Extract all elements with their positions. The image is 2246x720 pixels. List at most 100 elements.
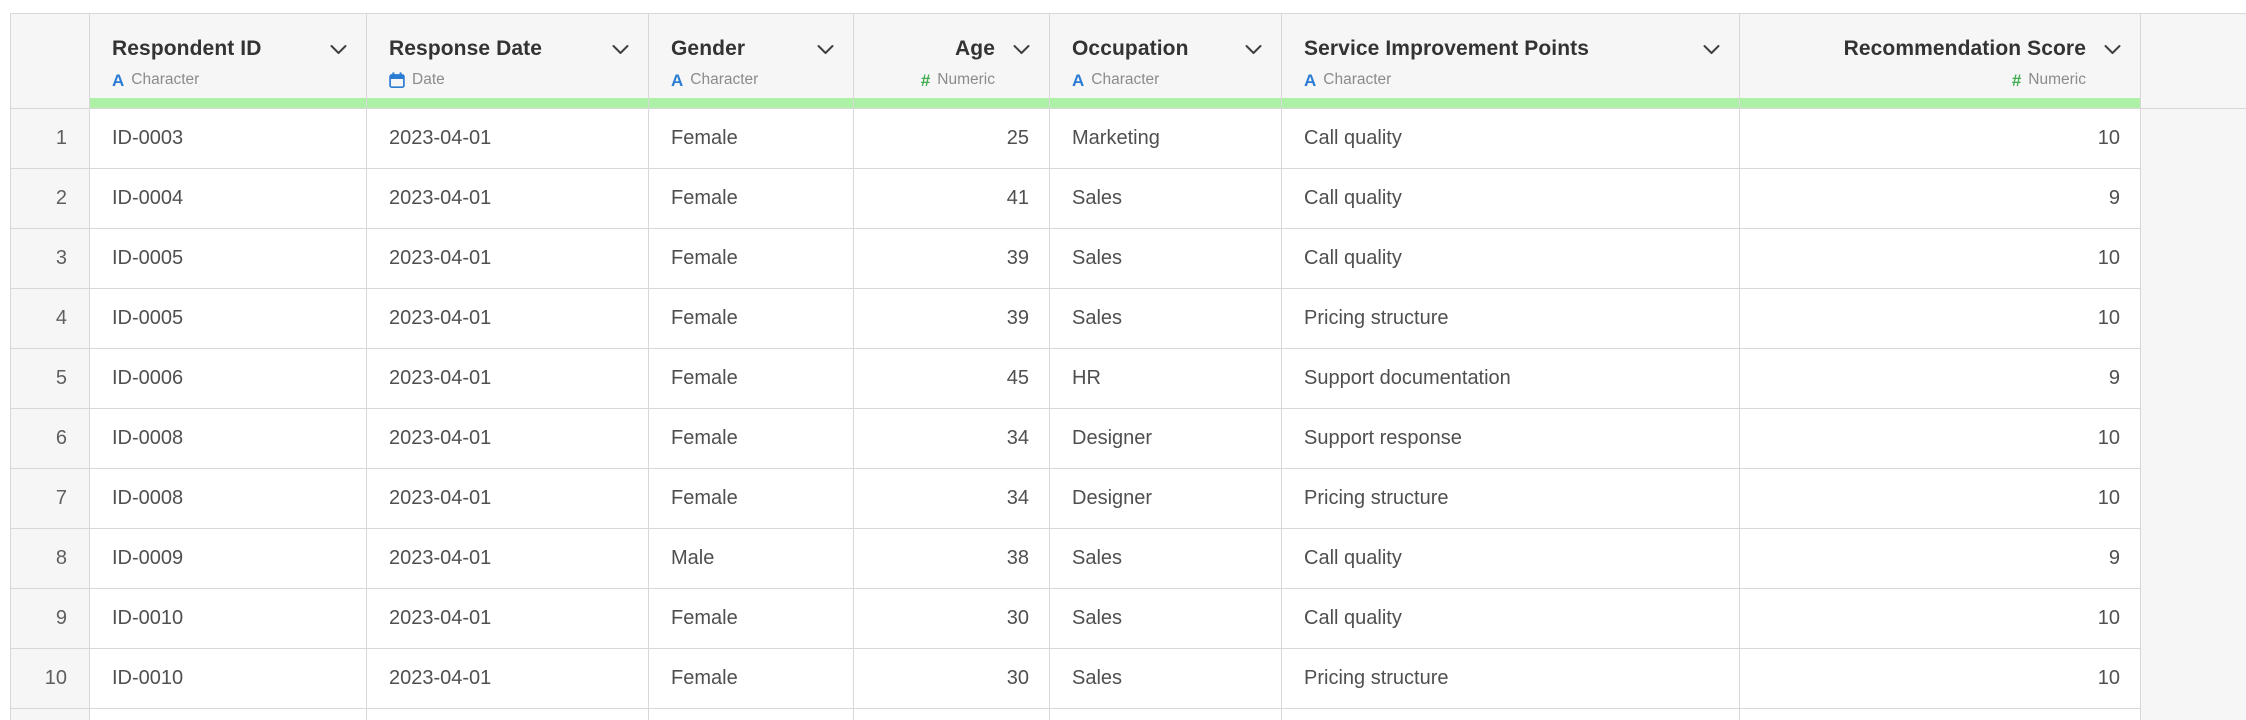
data-cell-respondent-id: ID-0010: [90, 589, 367, 649]
data-cell-age: 39: [854, 289, 1050, 349]
header-cell-age[interactable]: Age # Numeric: [854, 14, 1050, 109]
row-number-cell: 3: [11, 229, 90, 289]
data-cell-occupation: Designer: [1050, 409, 1282, 469]
grid-header-row: Respondent ID A Character Response Date Date…: [11, 14, 2141, 109]
data-cell-response-date: 2023-04-01: [367, 469, 649, 529]
row-number-cell: 8: [11, 529, 90, 589]
data-cell-age: 30: [854, 649, 1050, 709]
data-cell-occupation: Sales: [1050, 169, 1282, 229]
chevron-down-icon[interactable]: [1012, 44, 1031, 55]
table-row: 8 ID-0009 2023-04-01 Male 38 Sales Call qualit…: [11, 529, 2141, 589]
row-number-cell: 9: [11, 589, 90, 649]
data-cell-recommendation-score: 9: [1740, 169, 2141, 229]
data-quality-bar: [1050, 98, 1281, 108]
row-number-cell: 4: [11, 289, 90, 349]
chevron-down-icon[interactable]: [1244, 44, 1263, 55]
data-quality-bar: [90, 98, 366, 108]
data-cell-age: 34: [854, 409, 1050, 469]
data-cell-respondent-id: ID-0010: [90, 649, 367, 709]
data-cell-age: 25: [854, 109, 1050, 169]
header-cell-service-improvement-points[interactable]: Service Improvement Points A Character: [1282, 14, 1740, 109]
table-row-partial: [11, 709, 2141, 720]
column-type-label: Date: [412, 71, 445, 88]
data-cell-recommendation-score: 10: [1740, 469, 2141, 529]
column-label: Respondent ID: [112, 37, 262, 60]
data-cell-gender: Female: [649, 589, 854, 649]
chevron-down-icon[interactable]: [2103, 44, 2122, 55]
table-row: 2 ID-0004 2023-04-01 Female 41 Sales Call qual…: [11, 169, 2141, 229]
header-cell-gender[interactable]: Gender A Character: [649, 14, 854, 109]
data-cell-gender: Female: [649, 349, 854, 409]
data-cell-respondent-id: ID-0008: [90, 469, 367, 529]
character-type-icon: A: [112, 70, 125, 90]
data-cell-service-improvement-points: Call quality: [1282, 109, 1740, 169]
character-type-icon: A: [671, 70, 684, 90]
data-cell-occupation: Sales: [1050, 529, 1282, 589]
table-row: 5 ID-0006 2023-04-01 Female 45 HR Support docu…: [11, 349, 2141, 409]
chevron-down-icon[interactable]: [1702, 44, 1721, 55]
data-cell-occupation: Sales: [1050, 289, 1282, 349]
data-cell-recommendation-score: 10: [1740, 649, 2141, 709]
data-quality-bar: [1282, 98, 1739, 108]
data-cell-occupation: Sales: [1050, 649, 1282, 709]
column-type-label: Character: [131, 71, 200, 88]
header-cell-occupation[interactable]: Occupation A Character: [1050, 14, 1282, 109]
header-cell-recommendation-score[interactable]: Recommendation Score # Numeric: [1740, 14, 2141, 109]
data-cell-age: 41: [854, 169, 1050, 229]
data-cell-age: [854, 709, 1050, 720]
row-number-cell: 2: [11, 169, 90, 229]
numeric-type-icon: #: [2011, 70, 2022, 90]
data-cell-gender: Female: [649, 229, 854, 289]
chevron-down-icon[interactable]: [611, 44, 630, 55]
header-title-row: Occupation: [1050, 36, 1281, 62]
header-title-row: Age: [854, 36, 1049, 62]
data-cell-recommendation-score: 10: [1740, 289, 2141, 349]
data-cell-occupation: Marketing: [1050, 109, 1282, 169]
data-cell-respondent-id: ID-0005: [90, 289, 367, 349]
header-cell-response-date[interactable]: Response Date Date: [367, 14, 649, 109]
data-cell-recommendation-score: [1740, 709, 2141, 720]
data-cell-response-date: 2023-04-01: [367, 649, 649, 709]
data-cell-age: 45: [854, 349, 1050, 409]
column-type-row: A Character: [649, 69, 853, 91]
right-gutter: [2140, 13, 2246, 720]
data-cell-respondent-id: ID-0008: [90, 409, 367, 469]
column-type-label: Numeric: [937, 71, 995, 88]
column-label: Response Date: [389, 37, 543, 60]
data-cell-service-improvement-points: Call quality: [1282, 229, 1740, 289]
data-cell-response-date: 2023-04-01: [367, 229, 649, 289]
header-title-row: Recommendation Score: [1740, 36, 2140, 62]
column-type-label: Character: [690, 71, 759, 88]
data-cell-service-improvement-points: [1282, 709, 1740, 720]
data-cell-age: 39: [854, 229, 1050, 289]
data-cell-occupation: Sales: [1050, 229, 1282, 289]
header-cell-respondent-id[interactable]: Respondent ID A Character: [90, 14, 367, 109]
data-cell-service-improvement-points: Support documentation: [1282, 349, 1740, 409]
row-number-cell: 1: [11, 109, 90, 169]
calendar-icon: [389, 71, 405, 89]
numeric-type-icon: #: [920, 70, 931, 90]
chevron-down-icon[interactable]: [329, 44, 348, 55]
row-number-cell: 5: [11, 349, 90, 409]
column-type-row: Date: [367, 69, 648, 91]
data-cell-respondent-id: [90, 709, 367, 720]
header-title-row: Service Improvement Points: [1282, 36, 1739, 62]
data-cell-gender: Female: [649, 289, 854, 349]
header-title-row: Respondent ID: [90, 36, 366, 62]
data-cell-gender: Female: [649, 469, 854, 529]
data-cell-respondent-id: ID-0005: [90, 229, 367, 289]
data-cell-recommendation-score: 10: [1740, 109, 2141, 169]
data-cell-recommendation-score: 9: [1740, 529, 2141, 589]
chevron-down-icon[interactable]: [816, 44, 835, 55]
data-cell-service-improvement-points: Pricing structure: [1282, 649, 1740, 709]
data-cell-response-date: 2023-04-01: [367, 289, 649, 349]
data-cell-respondent-id: ID-0009: [90, 529, 367, 589]
data-cell-occupation: [1050, 709, 1282, 720]
data-grid: Respondent ID A Character Response Date Date…: [10, 13, 2141, 720]
data-cell-age: 30: [854, 589, 1050, 649]
data-cell-gender: Female: [649, 409, 854, 469]
data-cell-gender: Female: [649, 649, 854, 709]
data-cell-service-improvement-points: Call quality: [1282, 529, 1740, 589]
data-cell-service-improvement-points: Call quality: [1282, 589, 1740, 649]
